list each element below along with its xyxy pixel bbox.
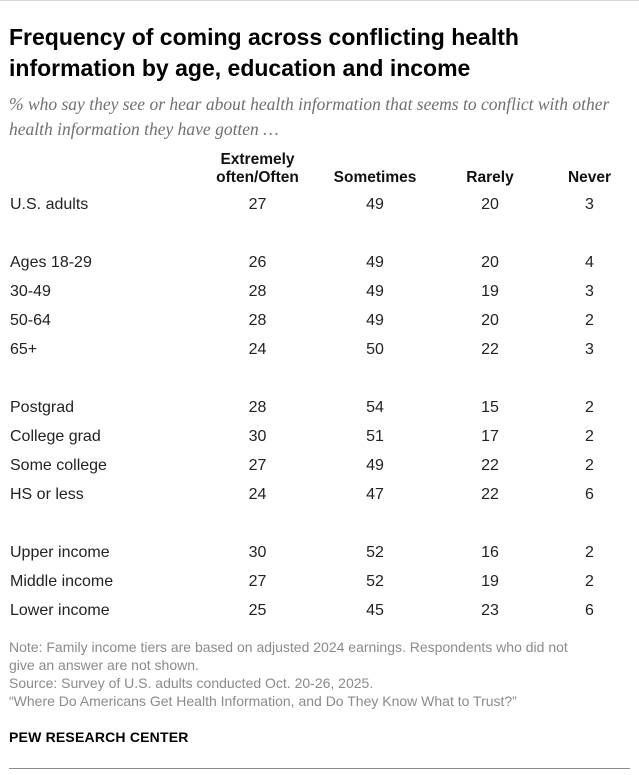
table-cell: 52 [366,572,384,590]
table-cell: 2 [585,427,594,445]
table-row: 65+ 24 50 22 3 [0,335,639,364]
table-cell: 49 [366,456,384,474]
table-cell: 49 [366,282,384,300]
top-divider [0,0,639,1]
table-row: 50-64 28 49 20 2 [0,306,639,335]
group-spacer [0,509,639,538]
column-header: Extremely often/Often [216,151,299,186]
table-row: Middle income 27 52 19 2 [0,567,639,596]
table-cell: 52 [366,543,384,561]
column-header: Sometimes [333,169,417,186]
source-text: Source: Survey of U.S. adults conducted … [9,675,374,691]
table-cell: 26 [248,253,267,271]
row-label: Postgrad [10,398,75,416]
row-label-header [0,150,205,190]
table-row: Lower income 25 45 23 6 [0,596,639,625]
table-row: Ages 18-29 26 49 20 4 [0,248,639,277]
table-cell: 24 [248,485,267,503]
table-cell: 19 [481,282,499,300]
table-row: College grad 30 51 17 2 [0,422,639,451]
table-cell: 22 [481,485,499,503]
table-cell: 50 [366,340,384,358]
column-header: Never [567,169,612,186]
data-table: Extremely often/Often Sometimes Rarely N… [0,150,639,625]
brand-logo-text: PEW RESEARCH CENTER [9,729,189,745]
table-cell: 49 [366,311,384,329]
table-row: HS or less 24 47 22 6 [0,480,639,509]
row-label: U.S. adults [10,195,89,213]
table-cell: 2 [585,456,594,474]
table-cell: 30 [248,427,267,445]
table-cell: 15 [481,398,499,416]
table-cell: 3 [585,282,594,300]
table-cell: 28 [248,398,267,416]
table-row: Postgrad 28 54 15 2 [0,393,639,422]
note-text: Note: Family income tiers are based on a… [9,639,568,655]
table-cell: 17 [481,427,499,445]
table-cell: 28 [248,282,267,300]
table-cell: 6 [585,601,594,619]
row-label: Lower income [10,601,110,619]
table-cell: 4 [585,253,594,271]
table-cell: 27 [248,456,267,474]
notes-block: Note: Family income tiers are based on a… [9,638,634,710]
table-row: Upper income 30 52 16 2 [0,538,639,567]
table-body: U.S. adults 27 49 20 3 Ages 18-29 26 49 20 4 30-49… [0,190,639,625]
table-cell: 27 [248,572,267,590]
table-cell: 2 [585,398,594,416]
table-cell: 30 [248,543,267,561]
row-label: Upper income [10,543,110,561]
table-cell: 22 [481,340,499,358]
row-label: 50-64 [10,311,51,329]
table-cell: 2 [585,543,594,561]
table-cell: 47 [366,485,384,503]
chart-title: Frequency of coming across conflicting h… [9,24,519,81]
table-row: 30-49 28 49 19 3 [0,277,639,306]
table-cell: 20 [481,311,499,329]
table-cell: 20 [481,253,499,271]
row-label: Middle income [10,572,114,590]
table-cell: 27 [248,195,267,213]
table-cell: 23 [481,601,499,619]
row-label: 65+ [10,340,38,358]
table-cell: 3 [585,195,594,213]
table-cell: 51 [366,427,384,445]
row-label: HS or less [10,485,84,503]
table-cell: 49 [366,195,384,213]
row-label: Some college [10,456,107,474]
table-cell: 3 [585,340,594,358]
row-label: College grad [10,427,101,445]
table-cell: 16 [481,543,499,561]
table-cell: 28 [248,311,267,329]
table-cell: 22 [481,456,499,474]
report-title: “Where Do Americans Get Health Informati… [9,693,517,709]
table-cell: 49 [366,253,384,271]
note-text: give an answer are not shown. [9,657,199,673]
table-cell: 19 [481,572,499,590]
column-header: Rarely [466,169,514,186]
group-spacer [0,219,639,248]
table-cell: 2 [585,311,594,329]
table-cell: 45 [366,601,384,619]
table-cell: 2 [585,572,594,590]
table-cell: 25 [248,601,267,619]
group-spacer [0,364,639,393]
table-row: U.S. adults 27 49 20 3 [0,190,639,219]
chart-subtitle: % who say they see or hear about health … [9,94,610,139]
table-cell: 54 [366,398,384,416]
table-cell: 24 [248,340,267,358]
table-row: Some college 27 49 22 2 [0,451,639,480]
header-row: Extremely often/Often Sometimes Rarely N… [0,150,639,190]
table-cell: 20 [481,195,499,213]
bottom-divider [9,768,630,769]
row-label: 30-49 [10,282,51,300]
row-label: Ages 18-29 [10,253,92,271]
table-cell: 6 [585,485,594,503]
